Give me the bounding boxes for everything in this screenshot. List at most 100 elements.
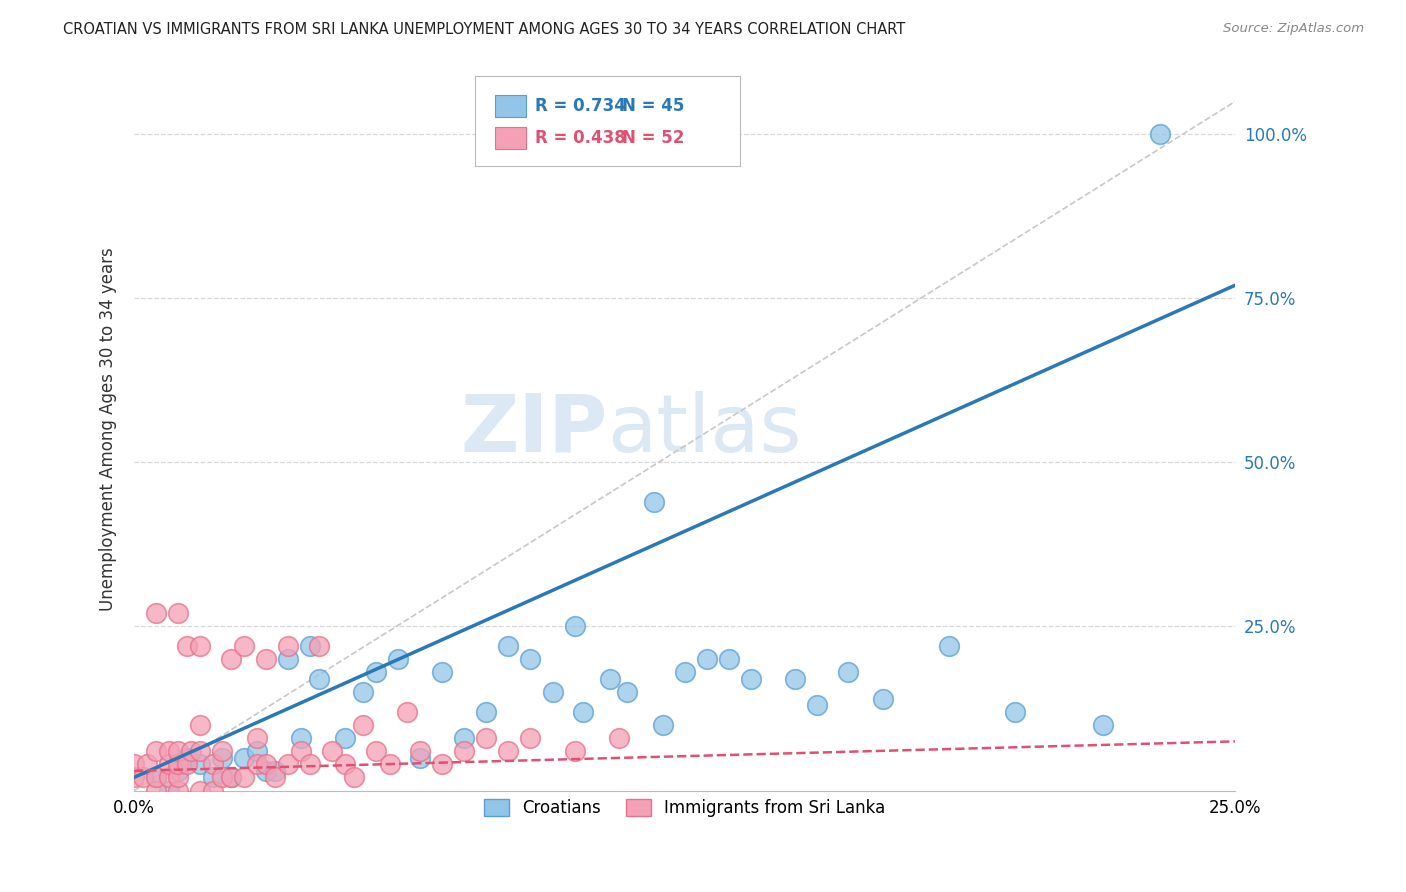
Point bbox=[246, 744, 269, 758]
Point bbox=[572, 705, 595, 719]
Point bbox=[352, 718, 374, 732]
Point bbox=[202, 757, 225, 772]
Point bbox=[176, 751, 198, 765]
Point bbox=[290, 731, 312, 745]
Point bbox=[254, 652, 277, 666]
Point bbox=[219, 771, 242, 785]
Point bbox=[290, 744, 312, 758]
Point bbox=[366, 744, 388, 758]
Point bbox=[352, 685, 374, 699]
Point bbox=[335, 757, 357, 772]
Point bbox=[335, 731, 357, 745]
Point bbox=[740, 672, 762, 686]
Point bbox=[188, 783, 211, 797]
Point bbox=[167, 757, 190, 772]
Point bbox=[475, 705, 498, 719]
Point bbox=[409, 751, 432, 765]
Text: R = 0.734: R = 0.734 bbox=[534, 97, 626, 115]
Point bbox=[167, 607, 190, 621]
Point bbox=[308, 672, 330, 686]
Point bbox=[233, 639, 256, 653]
Point bbox=[378, 757, 401, 772]
Point bbox=[299, 757, 322, 772]
Point bbox=[157, 744, 180, 758]
Point bbox=[541, 685, 564, 699]
Point bbox=[321, 744, 343, 758]
Point bbox=[254, 764, 277, 778]
Point bbox=[145, 771, 167, 785]
Point bbox=[872, 691, 894, 706]
Point bbox=[308, 639, 330, 653]
Point bbox=[938, 639, 960, 653]
Point bbox=[122, 757, 145, 772]
Point bbox=[783, 672, 806, 686]
Point bbox=[1092, 718, 1115, 732]
FancyBboxPatch shape bbox=[495, 127, 526, 149]
Point bbox=[233, 771, 256, 785]
Point bbox=[145, 607, 167, 621]
Point bbox=[651, 718, 673, 732]
Point bbox=[409, 744, 432, 758]
Point bbox=[167, 771, 190, 785]
Point bbox=[246, 731, 269, 745]
Point bbox=[233, 751, 256, 765]
Point bbox=[188, 639, 211, 653]
Point bbox=[157, 757, 180, 772]
Point bbox=[167, 783, 190, 797]
Point bbox=[176, 757, 198, 772]
Point bbox=[188, 744, 211, 758]
Point bbox=[264, 771, 287, 785]
Point bbox=[643, 495, 665, 509]
Point bbox=[1149, 127, 1171, 141]
Text: N = 45: N = 45 bbox=[621, 97, 685, 115]
Point bbox=[167, 744, 190, 758]
Point bbox=[343, 771, 366, 785]
Point bbox=[202, 783, 225, 797]
Point bbox=[564, 619, 586, 633]
Point bbox=[599, 672, 621, 686]
Point bbox=[219, 652, 242, 666]
Point bbox=[145, 744, 167, 758]
Point bbox=[277, 757, 299, 772]
Point bbox=[607, 731, 630, 745]
Point bbox=[453, 744, 475, 758]
Point bbox=[145, 771, 167, 785]
Point bbox=[277, 639, 299, 653]
Text: R = 0.438: R = 0.438 bbox=[534, 128, 626, 147]
Point bbox=[475, 731, 498, 745]
Point bbox=[188, 757, 211, 772]
Y-axis label: Unemployment Among Ages 30 to 34 years: Unemployment Among Ages 30 to 34 years bbox=[100, 248, 117, 611]
Point bbox=[180, 744, 202, 758]
Point bbox=[498, 744, 520, 758]
Point bbox=[498, 639, 520, 653]
Point bbox=[145, 783, 167, 797]
Point bbox=[564, 744, 586, 758]
Text: Source: ZipAtlas.com: Source: ZipAtlas.com bbox=[1223, 22, 1364, 36]
Text: atlas: atlas bbox=[607, 391, 801, 468]
Point bbox=[717, 652, 740, 666]
Point bbox=[219, 771, 242, 785]
Point bbox=[202, 771, 225, 785]
Text: ZIP: ZIP bbox=[460, 391, 607, 468]
Point bbox=[1004, 705, 1026, 719]
Point bbox=[432, 665, 454, 680]
Point bbox=[122, 771, 145, 785]
Point bbox=[188, 718, 211, 732]
Point bbox=[837, 665, 859, 680]
Point bbox=[136, 757, 159, 772]
Point bbox=[806, 698, 828, 713]
Point bbox=[453, 731, 475, 745]
Point bbox=[277, 652, 299, 666]
Point bbox=[157, 783, 180, 797]
Point bbox=[432, 757, 454, 772]
Point bbox=[167, 764, 190, 778]
Point bbox=[264, 764, 287, 778]
Point bbox=[211, 744, 233, 758]
Text: CROATIAN VS IMMIGRANTS FROM SRI LANKA UNEMPLOYMENT AMONG AGES 30 TO 34 YEARS COR: CROATIAN VS IMMIGRANTS FROM SRI LANKA UN… bbox=[63, 22, 905, 37]
Point bbox=[132, 771, 155, 785]
FancyBboxPatch shape bbox=[475, 76, 740, 166]
Point bbox=[211, 751, 233, 765]
Point bbox=[211, 771, 233, 785]
Point bbox=[696, 652, 718, 666]
Text: N = 52: N = 52 bbox=[621, 128, 685, 147]
